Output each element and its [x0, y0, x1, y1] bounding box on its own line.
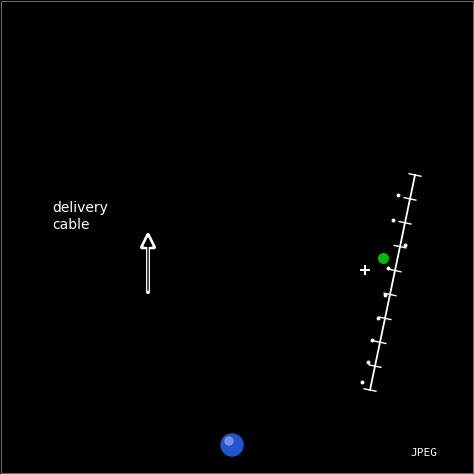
- Circle shape: [225, 437, 233, 445]
- Text: JPEG: JPEG: [410, 448, 437, 458]
- Text: delivery: delivery: [52, 201, 108, 215]
- Text: cable: cable: [52, 218, 90, 232]
- Circle shape: [221, 434, 243, 456]
